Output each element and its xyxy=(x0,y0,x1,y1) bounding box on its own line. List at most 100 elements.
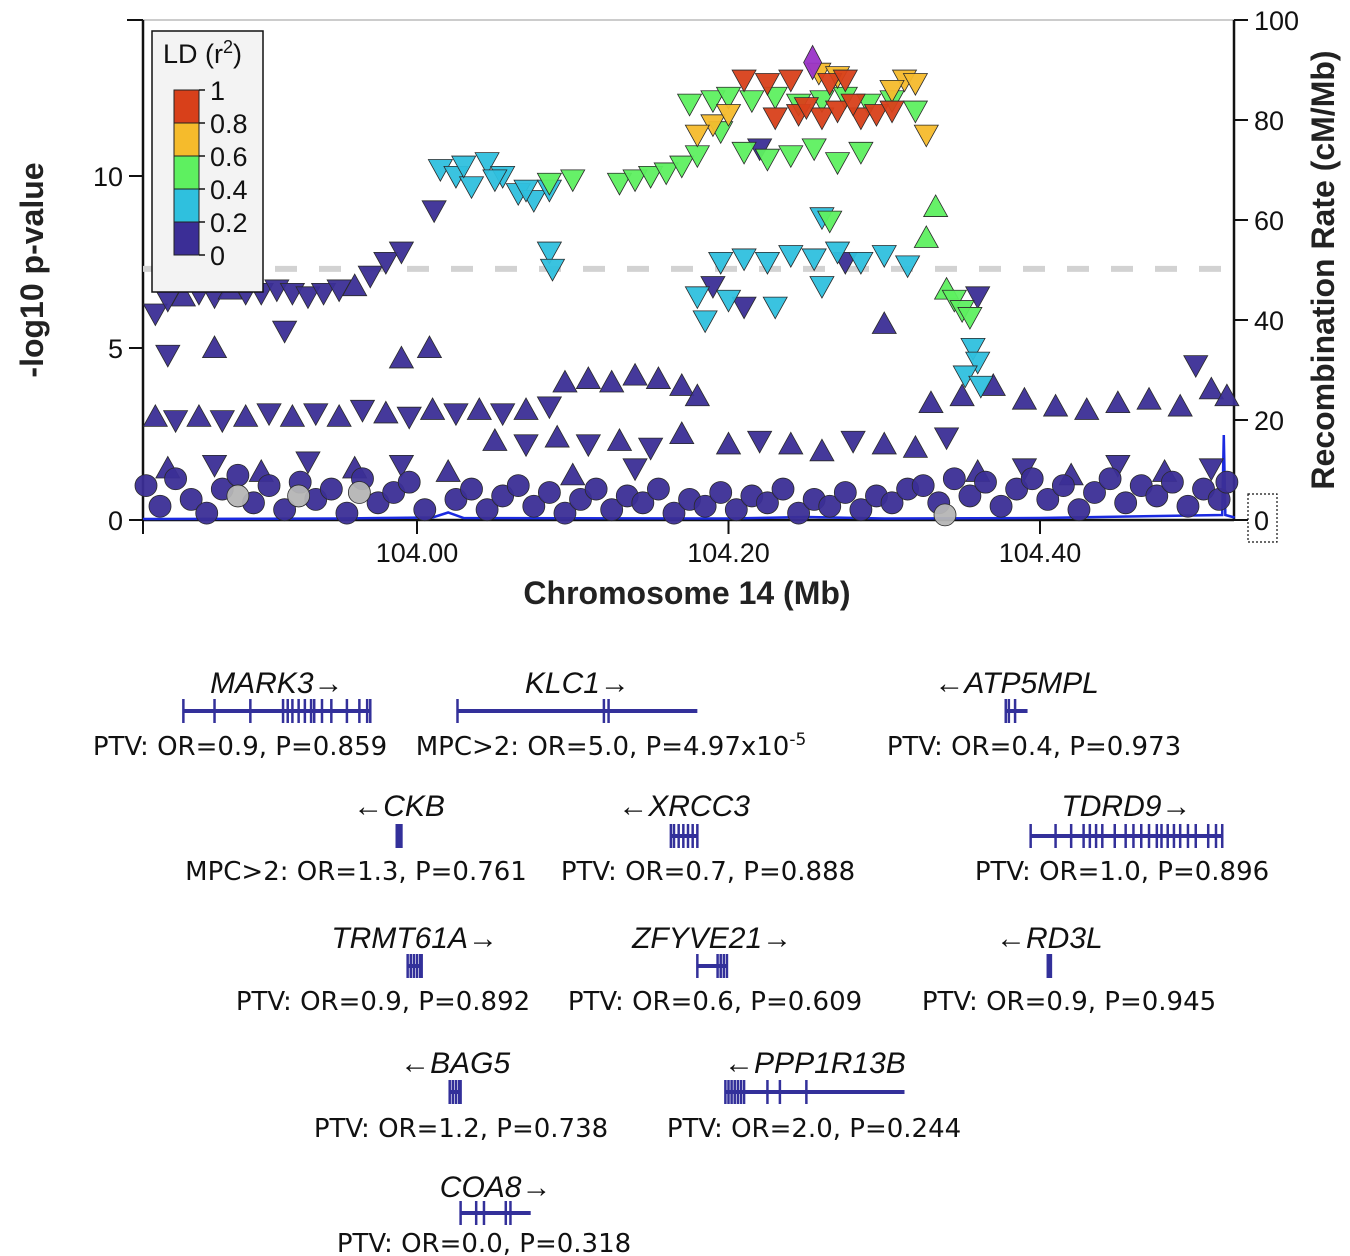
data-point xyxy=(1198,376,1225,400)
data-point-no-ld xyxy=(347,481,371,504)
gene-xrcc3: ←XRCC3 PTV: OR=0.7, P=0.888 xyxy=(561,790,855,887)
data-point xyxy=(271,320,298,344)
gene-stat: PTV: OR=0.9, P=0.859 xyxy=(93,732,387,762)
gene-name: ←XRCC3 xyxy=(618,790,750,823)
data-point xyxy=(134,474,158,498)
data-point xyxy=(848,251,874,275)
data-point xyxy=(756,491,779,515)
data-point xyxy=(295,286,321,310)
data-point xyxy=(349,399,376,423)
data-point xyxy=(647,477,670,501)
legend-label: 0 xyxy=(210,241,225,271)
data-point xyxy=(142,403,169,427)
data-point xyxy=(209,410,235,434)
x-tick-label: 104.20 xyxy=(687,538,770,568)
legend-label: 0.8 xyxy=(210,109,248,139)
gene-mark3: MARK3→ PTV: OR=0.9, P=0.859 xyxy=(93,667,387,762)
data-point xyxy=(460,477,483,501)
gene-zfyve21: ZFYVE21→ PTV: OR=0.6, P=0.609 xyxy=(568,922,862,1017)
data-point-no-ld xyxy=(287,484,311,508)
data-point xyxy=(148,494,172,518)
ld-legend: LD (r2) 10.80.60.40.20 xyxy=(151,30,264,293)
data-point xyxy=(809,107,835,131)
data-point xyxy=(709,481,733,504)
y-tick-label: 5 xyxy=(108,334,123,364)
data-point xyxy=(824,152,851,176)
data-point xyxy=(1136,386,1162,410)
data-point xyxy=(600,498,624,522)
data-point xyxy=(506,474,530,498)
data-point xyxy=(965,286,991,310)
data-point xyxy=(833,481,857,504)
legend-swatch xyxy=(173,188,200,223)
data-point xyxy=(622,362,648,386)
data-point xyxy=(863,104,890,127)
data-point xyxy=(513,397,539,420)
data-point xyxy=(989,494,1013,518)
x-axis-title: Chromosome 14 (Mb) xyxy=(523,575,850,611)
data-point xyxy=(1067,498,1091,522)
data-point xyxy=(746,430,773,454)
y2-tick-label: 80 xyxy=(1254,106,1284,136)
data-point xyxy=(669,373,695,396)
data-point xyxy=(373,251,399,275)
data-point xyxy=(599,369,625,393)
gene-stat-text: PTV: OR=0.0, P=0.318 xyxy=(337,1229,631,1256)
data-point xyxy=(933,427,960,451)
data-point xyxy=(421,200,447,224)
data-point xyxy=(560,462,586,486)
data-point xyxy=(824,100,851,124)
data-point xyxy=(1083,481,1106,504)
data-point xyxy=(536,172,563,196)
legend-title-text: LD (r xyxy=(163,39,223,69)
gene-stat-text: PTV: OR=0.6, P=0.609 xyxy=(568,987,862,1017)
gene-stat-text: PTV: OR=0.4, P=0.973 xyxy=(887,732,1181,762)
data-point xyxy=(894,255,921,279)
data-point xyxy=(1198,458,1225,482)
data-point xyxy=(513,434,539,458)
data-point xyxy=(1183,355,1209,379)
data-point xyxy=(319,477,343,501)
data-point xyxy=(443,403,469,427)
y2-tick-label: 100 xyxy=(1254,6,1299,36)
x-tick-label: 104.40 xyxy=(999,538,1082,568)
data-point xyxy=(715,431,742,455)
gene-name: COA8→ xyxy=(440,1171,552,1204)
data-point xyxy=(396,406,422,430)
data-point xyxy=(958,484,982,508)
data-point xyxy=(273,498,297,522)
data-point xyxy=(801,248,827,272)
data-point xyxy=(489,403,516,427)
legend-swatch xyxy=(173,155,200,190)
data-point xyxy=(787,501,810,525)
data-point xyxy=(326,403,352,427)
data-point xyxy=(536,396,563,420)
gene-stat-text: PTV: OR=1.2, P=0.738 xyxy=(314,1114,608,1144)
legend-title-end: ) xyxy=(233,39,242,69)
data-point xyxy=(513,179,539,203)
data-point xyxy=(1011,386,1038,410)
gene-stat: PTV: OR=0.4, P=0.973 xyxy=(887,732,1181,762)
data-point xyxy=(778,145,804,169)
data-point xyxy=(544,424,570,448)
data-point xyxy=(700,90,726,114)
gene-stat-text: PTV: OR=1.0, P=0.896 xyxy=(975,857,1269,887)
data-point xyxy=(949,383,975,407)
gene-name: KLC1→ xyxy=(525,667,630,700)
lead-snp-point xyxy=(803,44,823,81)
data-point xyxy=(397,470,421,494)
data-point xyxy=(1036,487,1060,511)
data-point xyxy=(179,487,203,511)
data-point xyxy=(818,494,842,518)
data-point xyxy=(968,375,994,399)
data-point xyxy=(170,283,197,307)
gene-stat-text: PTV: OR=0.7, P=0.888 xyxy=(561,857,855,887)
data-point xyxy=(913,225,939,248)
gene-stat: MPC>2: OR=5.0, P=4.97x10-5 xyxy=(416,730,807,762)
gene-name: ←CKB xyxy=(353,790,445,823)
gene-rd3l: ←RD3L PTV: OR=0.9, P=0.945 xyxy=(922,922,1216,1017)
data-point xyxy=(475,498,499,522)
data-point xyxy=(778,69,804,93)
data-point xyxy=(256,403,282,427)
